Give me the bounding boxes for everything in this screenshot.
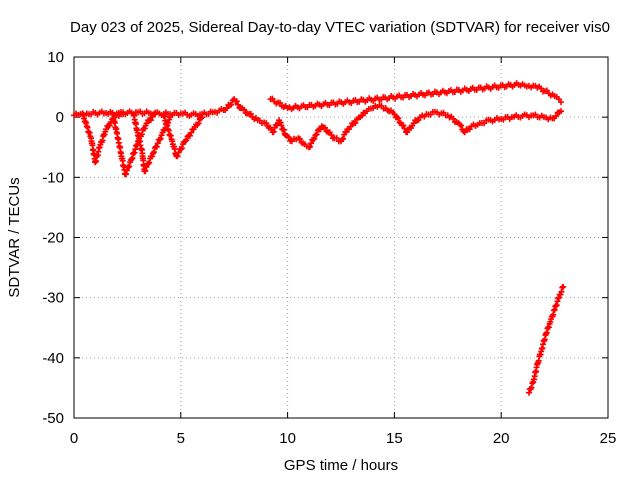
data-point [528,384,535,391]
data-point [527,385,534,392]
data-point [195,120,202,127]
chart-title: Day 023 of 2025, Sidereal Day-to-day VTE… [70,19,610,36]
data-point [141,125,148,132]
data-point [150,150,157,157]
data-point [150,149,157,156]
data-point [347,123,354,130]
data-point [106,122,113,129]
data-point [277,119,284,126]
data-point [223,105,230,112]
y-tick-label: -10 [42,169,64,186]
data-point [175,149,182,156]
data-point [555,294,562,301]
x-tick-label: 10 [279,430,296,447]
data-point [233,98,240,105]
data-point [450,115,457,122]
data-point [552,113,559,120]
data-point [313,131,320,138]
data-point [278,122,285,129]
data-point [183,137,190,144]
data-point [400,122,407,129]
data-point [235,101,242,108]
data-point [333,135,340,142]
data-point [343,129,350,136]
series-descending-track-2 [109,111,159,178]
data-point [277,99,284,106]
x-axis-label: GPS time / hours [284,457,398,474]
data-point [147,117,154,124]
data-point [126,163,133,170]
data-point [558,99,565,106]
data-point [241,106,248,113]
data-point [156,136,163,143]
data-point [103,126,110,133]
data-point [142,167,149,174]
data-point [285,134,292,141]
series-descending-track-1 [79,109,127,166]
y-tick-label: 10 [47,49,64,66]
data-point [307,143,314,150]
x-tick-label: 20 [493,430,510,447]
data-points [71,80,567,396]
x-tick-label: 5 [177,430,185,447]
data-point [123,170,130,177]
data-point [352,119,359,126]
y-tick-label: -30 [42,290,64,307]
data-point [525,389,532,396]
data-point [146,159,153,166]
x-tick-label: 0 [70,430,78,447]
data-point [157,135,164,142]
axis-ticks: 0 5 10 15 20 25 10 0 -10 -20 -30 -40 -50 [42,49,616,447]
series-steep-ramp [525,283,567,396]
data-point [247,110,254,117]
data-point [174,152,181,159]
data-point [328,131,335,138]
data-point [280,126,287,133]
data-point [186,132,193,139]
data-point [154,140,161,147]
series-descending-track-4 [160,112,206,160]
data-point [153,143,160,150]
data-point [395,115,402,122]
y-tick-label: -50 [42,410,64,427]
data-point [228,101,235,108]
data-point [558,108,565,115]
data-point [270,128,277,135]
data-point [143,164,150,171]
data-point [321,124,328,131]
grid [74,57,608,418]
data-point [555,96,562,103]
y-tick-label: -40 [42,350,64,367]
y-tick-label: 0 [56,109,64,126]
x-tick-label: 15 [386,430,403,447]
y-tick-label: -20 [42,230,64,247]
data-point [391,111,398,118]
data-point [458,122,465,129]
data-point [558,288,565,295]
y-axis-label: SDTVAR / TECUs [6,177,23,297]
data-point [138,131,145,138]
data-point [177,146,184,153]
data-point [308,140,315,147]
data-point [188,129,195,136]
data-point [310,136,317,143]
data-point [178,145,185,152]
data-point [152,111,159,118]
data-point [340,135,347,142]
data-point [120,109,127,116]
data-point [401,125,408,132]
data-point [296,135,303,142]
data-point [167,114,174,121]
x-tick-label: 25 [600,430,617,447]
data-point [199,114,206,121]
data-point [125,164,132,171]
data-point [560,283,567,290]
data-point [311,135,318,142]
series-upper-cluster [267,80,565,113]
data-point [149,153,156,160]
data-point [123,167,130,174]
